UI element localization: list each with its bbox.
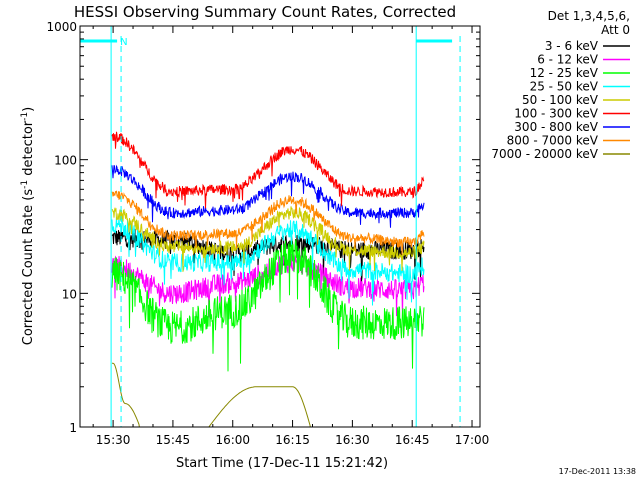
y-tick-label: 1: [69, 421, 77, 435]
legend-label: 800 - 7000 keV: [507, 134, 599, 148]
y-axis-label: Corrected Count Rate (s-1 detector-1): [20, 107, 36, 345]
x-tick-label: 16:00: [215, 433, 250, 447]
series-line: [111, 206, 425, 272]
x-axis: 15:30 15:45 16:00 16:15 16:30 16:45 17:00: [92, 26, 490, 447]
legend-label: 300 - 800 keV: [514, 120, 598, 134]
series-line: [112, 362, 311, 427]
x-tick-label: 15:45: [156, 433, 191, 447]
x-tick-label: 16:45: [395, 433, 430, 447]
legend-label: 50 - 100 keV: [522, 93, 599, 107]
night-label: N: [120, 37, 127, 48]
legend-label: 100 - 300 keV: [514, 107, 598, 121]
chart-title: HESSI Observing Summary Count Rates, Cor…: [74, 3, 456, 21]
legend-header-attenuator: Att 0: [601, 23, 630, 37]
y-tick-label: 100: [54, 154, 77, 168]
data-series-layer: [111, 131, 425, 427]
plot-frame: [79, 25, 481, 428]
x-axis-label: Start Time (17-Dec-11 15:21:42): [176, 456, 388, 471]
night-markers: N: [80, 26, 461, 427]
series-line: [111, 239, 425, 372]
y-tick-label: 10: [62, 287, 77, 301]
legend-label: 12 - 25 keV: [530, 66, 599, 80]
series-line: [111, 164, 425, 228]
y-axis: 1 10 100 1000: [46, 20, 480, 435]
x-tick-label: 17:00: [455, 433, 490, 447]
y-tick-label: 1000: [46, 20, 77, 34]
x-tick-label: 16:15: [275, 433, 310, 447]
series-line: [111, 216, 425, 306]
legend-label: 25 - 50 keV: [530, 80, 599, 94]
series-line: [111, 131, 425, 209]
legend-label: 6 - 12 keV: [537, 53, 599, 67]
legend-header-detectors: Det 1,3,4,5,6,: [548, 9, 630, 23]
x-tick-label: 15:30: [96, 433, 131, 447]
x-tick-label: 16:30: [335, 433, 370, 447]
legend-label: 7000 - 20000 keV: [491, 147, 598, 161]
footer-timestamp: 17-Dec-2011 13:38: [559, 467, 636, 476]
series-line: [111, 190, 425, 255]
legend-label: 3 - 6 keV: [545, 39, 599, 53]
